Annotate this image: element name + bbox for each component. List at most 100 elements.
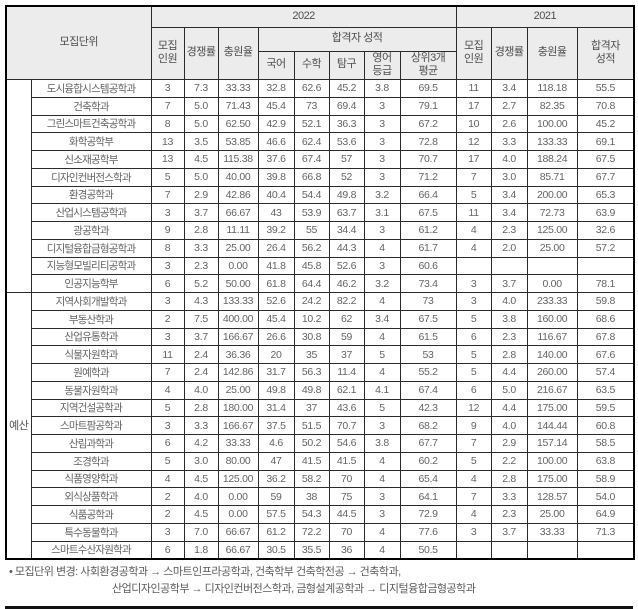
value-cell: 2.7 <box>490 96 528 116</box>
campus-group-label <box>5 79 32 293</box>
value-cell: 36 <box>328 540 365 560</box>
value-cell: 4.5 <box>183 150 219 169</box>
table-row: 부동산학과 2 7.5 400.00 45.4 10.2 62 3.4 67.5 5 3.8 160.… <box>6 309 635 329</box>
table-row: 지역건설공학과 5 2.8 180.00 31.4 37 43.6 5 42.3 12 4.4 175… <box>6 398 635 418</box>
value-cell: 33.33 <box>217 79 259 98</box>
value-cell: 3.7 <box>183 327 219 347</box>
value-cell: 5.2 <box>183 274 219 293</box>
footnote: • 모집단위 변경: 사회환경공학과 → 스마트인프라공학과, 건축학부 건축학… <box>5 560 633 609</box>
value-cell: 180.00 <box>217 398 259 418</box>
table-header: 모집단위 2022 2021 모집 인원 경쟁률 충원율 합격자 성적 모집 인… <box>5 5 635 80</box>
value-cell: 62.6 <box>293 79 330 98</box>
value-cell: 33.33 <box>526 522 578 542</box>
value-cell: 39.2 <box>257 221 295 240</box>
value-cell: 4 <box>455 505 492 524</box>
table-row: 디지털융합금형공학과 8 3.3 25.00 26.4 56.2 44.3 4 61.7 4 2.0… <box>6 238 635 258</box>
value-cell: 67.7 <box>576 167 635 187</box>
value-cell: 233.33 <box>526 292 578 311</box>
value-cell: 70.7 <box>399 150 457 169</box>
header-competition-2022: 경쟁률 <box>183 26 219 80</box>
value-cell: 7.0 <box>183 522 219 542</box>
value-cell: 216.67 <box>526 380 578 400</box>
value-cell: 3.8 <box>363 434 401 453</box>
value-cell: 34.4 <box>328 221 365 240</box>
department-name: 지역사회개발학과 <box>30 292 152 311</box>
value-cell: 61.2 <box>257 522 295 542</box>
value-cell: 3 <box>150 256 185 276</box>
value-cell: 40.00 <box>217 167 259 187</box>
value-cell: 66.67 <box>217 203 259 222</box>
department-name: 광공학과 <box>30 221 152 240</box>
value-cell: 0.00 <box>217 505 259 524</box>
value-cell: 67.5 <box>399 309 457 329</box>
value-cell: 0.00 <box>217 487 259 506</box>
header-korean: 국어 <box>257 50 295 80</box>
value-cell: 56.3 <box>293 363 330 382</box>
value-cell: 11 <box>455 203 492 222</box>
value-cell: 78.1 <box>576 274 635 293</box>
value-cell: 57.2 <box>576 238 635 258</box>
value-cell: 0.00 <box>526 274 578 293</box>
value-cell: 64.4 <box>293 274 330 293</box>
value-cell: 49.8 <box>293 380 330 400</box>
value-cell: 4 <box>363 522 401 542</box>
value-cell: 7 <box>455 167 492 187</box>
value-cell: 6 <box>150 540 185 560</box>
value-cell: 55.5 <box>576 79 635 98</box>
value-cell: 3.3 <box>183 238 219 258</box>
header-top3-average: 상위3개 평균 <box>399 50 457 80</box>
value-cell: 3 <box>150 522 185 542</box>
value-cell <box>526 256 578 276</box>
value-cell: 2.4 <box>183 345 219 364</box>
value-cell: 62 <box>328 309 365 329</box>
value-cell: 50.2 <box>293 434 330 453</box>
value-cell: 57 <box>328 150 365 169</box>
department-name: 스마트수산자원학과 <box>30 540 152 560</box>
value-cell: 12 <box>455 398 492 418</box>
value-cell <box>490 256 528 276</box>
value-cell: 4 <box>363 469 401 489</box>
value-cell: 11 <box>455 79 492 98</box>
value-cell: 61.8 <box>257 274 295 293</box>
value-cell: 9 <box>455 416 492 435</box>
value-cell: 46.6 <box>257 132 295 151</box>
value-cell: 54.6 <box>328 434 365 453</box>
header-inquiry: 탐구 <box>328 50 365 80</box>
table-row: 광공학과 9 2.8 11.11 39.2 55 34.4 3 61.2 4 2.3 125.00 32… <box>6 221 635 240</box>
value-cell: 62.1 <box>328 380 365 400</box>
value-cell: 44.5 <box>328 505 365 524</box>
value-cell: 31.7 <box>257 363 295 382</box>
value-cell: 166.67 <box>217 327 259 347</box>
value-cell: 3 <box>455 292 492 311</box>
value-cell: 128.57 <box>526 487 578 506</box>
value-cell: 80.00 <box>217 451 259 471</box>
table-row: 식물자원학과 11 2.4 36.36 20 35 37 5 53 5 2.8 140.00 67.6 <box>6 345 635 364</box>
value-cell: 9 <box>150 221 185 240</box>
value-cell: 38 <box>293 487 330 506</box>
value-cell: 5 <box>455 309 492 329</box>
value-cell: 52 <box>328 167 365 187</box>
value-cell: 115.38 <box>217 150 259 169</box>
value-cell: 77.6 <box>399 522 457 542</box>
value-cell: 82.2 <box>328 292 365 311</box>
value-cell: 59 <box>257 487 295 506</box>
value-cell: 45.2 <box>328 79 365 98</box>
value-cell: 67.2 <box>399 114 457 134</box>
value-cell: 2.2 <box>490 451 528 471</box>
value-cell: 3.7 <box>490 274 528 293</box>
value-cell: 82.35 <box>526 96 578 116</box>
value-cell: 73 <box>293 96 330 116</box>
value-cell: 36.36 <box>217 345 259 364</box>
value-cell <box>455 256 492 276</box>
value-cell: 3.0 <box>183 451 219 471</box>
value-cell: 69.4 <box>328 96 365 116</box>
value-cell: 35 <box>293 345 330 364</box>
value-cell: 166.67 <box>217 416 259 435</box>
value-cell: 72.73 <box>526 203 578 222</box>
table-row: 외식상품학과 2 4.0 0.00 59 38 75 3 64.1 7 3.3 128.57 54.0 <box>6 487 635 506</box>
value-cell: 6 <box>455 327 492 347</box>
value-cell: 63.9 <box>576 203 635 222</box>
value-cell: 45.4 <box>257 96 295 116</box>
value-cell: 47 <box>257 451 295 471</box>
table-row: 인공지능학부 6 5.2 50.00 61.8 64.4 46.2 3.2 73.4 3 3.7 0.… <box>6 274 635 293</box>
